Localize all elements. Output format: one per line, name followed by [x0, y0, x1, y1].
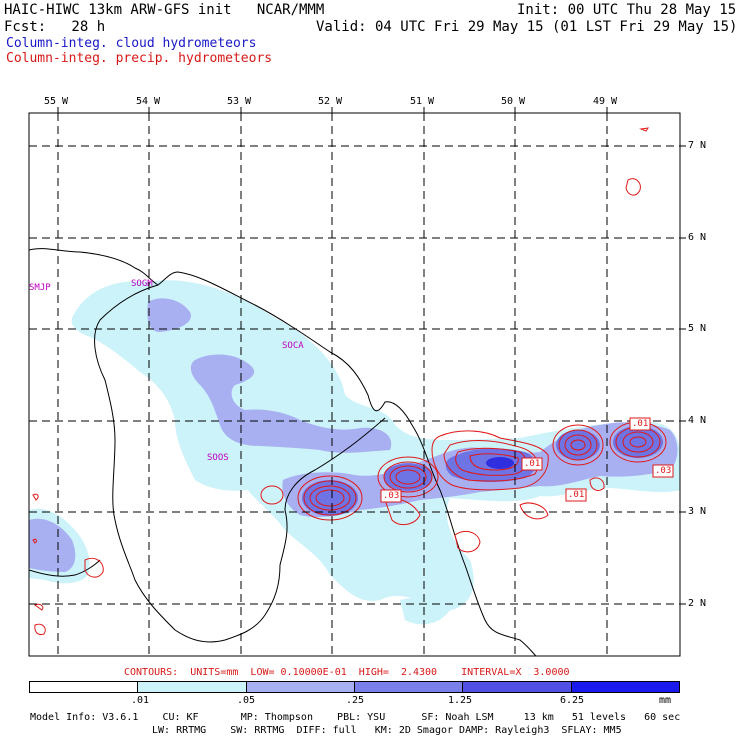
- lat-label: 5 N: [688, 323, 707, 334]
- lat-label: 3 N: [688, 506, 707, 517]
- plot-title: HAIC-HIWC 13km ARW-GFS init NCAR/MMM: [4, 2, 325, 18]
- lat-label: 7 N: [688, 140, 707, 151]
- colorbar-tick: 6.25: [560, 695, 585, 706]
- colorbar-bin: [30, 682, 138, 692]
- precip-contours: [32, 127, 667, 635]
- colorbar: [29, 681, 680, 693]
- colorbar-unit: mm: [659, 695, 672, 706]
- valid-time: Valid: 04 UTC Fri 29 May 15 (01 LST Fri …: [316, 19, 738, 35]
- map-frame: [28, 112, 681, 657]
- contour-label: .01: [632, 419, 649, 429]
- contour-label: .03: [383, 491, 400, 501]
- lon-label: 51 W: [410, 96, 435, 107]
- axis-ticks: [57, 107, 686, 605]
- colorbar-tick: 1.25: [448, 695, 473, 706]
- colorbar-tick: .25: [346, 695, 365, 706]
- station-label: SOGM: [131, 279, 153, 289]
- colorbar-bin: [137, 682, 246, 692]
- lat-label: 6 N: [688, 232, 707, 243]
- station-label: SMJP: [29, 283, 51, 293]
- station-label: SOOS: [207, 453, 229, 463]
- contour-label: .01: [524, 459, 541, 469]
- lat-lon-grid: [29, 113, 680, 656]
- contours-info: CONTOURS: UNITS=mm LOW= 0.10000E-01 HIGH…: [124, 667, 570, 678]
- forecast-hour: Fcst: 28 h: [4, 19, 106, 35]
- legend-cloud-hydrometeors: Column-integ. cloud hydrometeors: [6, 36, 257, 51]
- contour-label: .01: [568, 490, 585, 500]
- colorbar-tick: .01: [131, 695, 150, 706]
- lon-label: 49 W: [593, 96, 618, 107]
- coastline: [29, 248, 537, 656]
- lon-label: 52 W: [318, 96, 343, 107]
- lon-label: 50 W: [501, 96, 526, 107]
- lon-label: 55 W: [44, 96, 69, 107]
- contour-label: .03: [655, 466, 672, 476]
- init-time: Init: 00 UTC Thu 28 May 15: [517, 2, 737, 18]
- model-info-line1: Model Info: V3.6.1 CU: KF MP: Thompson P…: [30, 712, 681, 723]
- lon-label: 53 W: [227, 96, 252, 107]
- colorbar-bin: [462, 682, 571, 692]
- colorbar-bin: [353, 682, 463, 692]
- contour-label-boxes: [380, 417, 674, 503]
- lon-label: 54 W: [136, 96, 161, 107]
- station-label: SOCA: [282, 341, 304, 351]
- cloud-fill-core: [486, 457, 514, 469]
- colorbar-bin: [570, 682, 679, 692]
- colorbar-bin: [245, 682, 354, 692]
- colorbar-tick: .05: [237, 695, 256, 706]
- lat-label: 4 N: [688, 415, 707, 426]
- model-info-line2: LW: RRTMG SW: RRTMG DIFF: full KM: 2D Sm…: [152, 725, 622, 736]
- lat-label: 2 N: [688, 598, 707, 609]
- legend-precip-hydrometeors: Column-integ. precip. hydrometeors: [6, 51, 273, 66]
